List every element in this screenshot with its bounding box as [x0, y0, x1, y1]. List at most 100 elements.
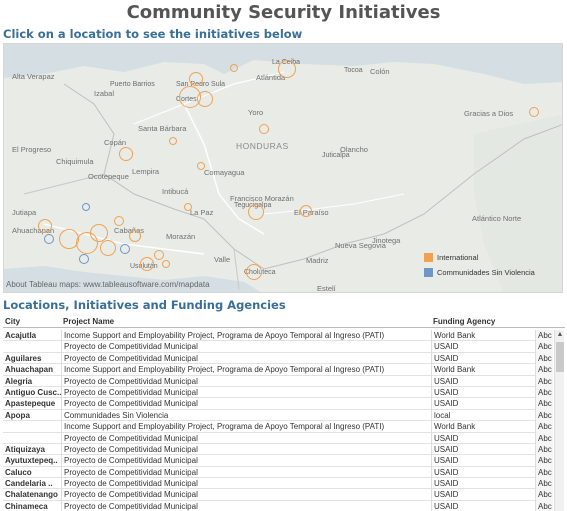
city-cell: Caluco: [5, 467, 32, 477]
legend-item-international[interactable]: International: [424, 253, 535, 262]
map-label: Ahuachapan: [12, 226, 55, 235]
abc-cell: Abc: [535, 421, 553, 433]
map-marker[interactable]: [38, 219, 52, 233]
project-name-cell: Proyecto de Competitividad Municipal: [61, 375, 433, 387]
abc-cell: Abc: [535, 364, 553, 376]
map-marker[interactable]: [90, 224, 108, 242]
project-name-cell: Proyecto de Competitividad Municipal: [61, 341, 433, 353]
city-cell: Antiguo Cusc..: [5, 387, 62, 397]
map-marker[interactable]: [300, 205, 312, 217]
map-label: Jutiapa: [12, 208, 37, 217]
city-cell: Acajutla: [5, 331, 37, 340]
map-label: Yoro: [248, 108, 264, 117]
map-label: El Progreso: [12, 145, 52, 154]
map-background: [4, 44, 562, 292]
map-label: Alta Verapaz: [12, 72, 55, 81]
project-name-cell: Income Support and Employability Project…: [61, 364, 433, 376]
map-marker[interactable]: [184, 203, 192, 211]
project-name-cell: Proyecto de Competitividad Municipal: [61, 489, 433, 501]
map-marker[interactable]: [162, 260, 170, 268]
table-row[interactable]: Candelaria .. Proyecto de Competitividad …: [3, 478, 553, 490]
map-label: Colón: [370, 67, 390, 76]
table-row[interactable]: Aguilares Proyecto de Competitividad Muni…: [3, 352, 553, 365]
map-marker[interactable]: [246, 264, 262, 280]
map-marker[interactable]: [100, 240, 116, 256]
map-marker[interactable]: [189, 72, 203, 86]
table-row[interactable]: Proyecto de Competitividad Municipal USAI…: [3, 341, 553, 353]
abc-cell: Abc: [535, 500, 553, 511]
map-label: Copán: [104, 138, 127, 147]
map-marker[interactable]: [197, 162, 205, 170]
table-row[interactable]: Atiquizaya Proyecto de Competitividad Mun…: [3, 443, 553, 456]
project-name-cell: Proyecto de Competitividad Municipal: [61, 466, 433, 479]
header-city[interactable]: City: [5, 317, 21, 326]
map-marker[interactable]: [259, 124, 269, 134]
funding-agency-cell: USAID: [431, 489, 535, 501]
table-row[interactable]: Proyecto de Competitividad Municipal USAI…: [3, 432, 553, 444]
funding-agency-cell: USAID: [431, 443, 535, 456]
legend-item-communidades[interactable]: Communidades Sin Violencia: [424, 268, 535, 277]
table-row[interactable]: Ayutuxtepeq.. Proyecto de Competitividad …: [3, 455, 553, 467]
table-body: Acajutla Income Support and Employability…: [3, 330, 553, 511]
table-row[interactable]: Acajutla Income Support and Employability…: [3, 330, 553, 342]
abc-cell: Abc: [535, 330, 553, 342]
map-marker[interactable]: [79, 254, 89, 264]
map-marker[interactable]: [119, 147, 133, 161]
map-panel[interactable]: Alta Verapaz Izabal Puerto Barrios San P…: [3, 43, 563, 293]
scroll-up-icon[interactable]: ▲: [556, 331, 564, 338]
map-marker[interactable]: [82, 203, 90, 211]
scroll-thumb[interactable]: [556, 342, 564, 372]
city-cell: Chinameca: [5, 501, 48, 511]
map-marker[interactable]: [230, 64, 238, 72]
map-marker[interactable]: [76, 232, 98, 254]
abc-cell: Abc: [535, 432, 553, 444]
map-marker[interactable]: [197, 91, 213, 107]
table-row[interactable]: Apastepeque Proyecto de Competitividad Mu…: [3, 398, 553, 410]
city-cell: Chalatenango: [5, 490, 58, 500]
map-marker[interactable]: [44, 234, 54, 244]
abc-cell: Abc: [535, 455, 553, 467]
funding-agency-cell: World Bank: [431, 330, 535, 342]
table-row[interactable]: Income Support and Employability Project…: [3, 421, 553, 433]
funding-agency-cell: USAID: [431, 432, 535, 444]
header-project-name[interactable]: Project Name: [63, 317, 115, 326]
abc-cell: Abc: [535, 443, 553, 456]
funding-agency-cell: USAID: [431, 375, 535, 387]
legend-label: Communidades Sin Violencia: [437, 268, 535, 277]
map-marker[interactable]: [248, 204, 264, 220]
table-row[interactable]: Alegria Proyecto de Competitividad Munici…: [3, 375, 553, 387]
map-marker[interactable]: [114, 216, 124, 226]
map-marker[interactable]: [120, 244, 130, 254]
city-cell: Aguilares: [5, 353, 42, 363]
map-label: Comayagua: [204, 168, 245, 177]
funding-agency-cell: World Bank: [431, 364, 535, 376]
funding-agency-cell: USAID: [431, 455, 535, 467]
city-cell: Alegria: [5, 376, 33, 386]
map-marker[interactable]: [129, 230, 141, 242]
abc-cell: Abc: [535, 489, 553, 501]
map-label: Madriz: [306, 256, 329, 265]
table-row[interactable]: Chinameca Proyecto de Competitividad Muni…: [3, 500, 553, 511]
table-scrollbar[interactable]: ▲: [554, 330, 564, 511]
map-marker[interactable]: [140, 257, 154, 271]
table-row[interactable]: Apopa Communidades Sin Violencia local Abc: [3, 409, 553, 422]
map-label: Cabañas: [114, 226, 145, 235]
map-marker[interactable]: [154, 250, 164, 260]
table-row[interactable]: Antiguo Cusc.. Proyecto de Competitividad…: [3, 386, 553, 399]
funding-agency-cell: USAID: [431, 466, 535, 479]
abc-cell: Abc: [535, 341, 553, 353]
table-row[interactable]: Caluco Proyecto de Competitividad Municip…: [3, 466, 553, 479]
map-label: La Paz: [190, 208, 214, 217]
map-marker[interactable]: [169, 137, 177, 145]
table-row[interactable]: Ahuachapan Income Support and Employabili…: [3, 364, 553, 376]
map-label: Chiquimula: [56, 157, 94, 166]
table-row[interactable]: Chalatenango Proyecto de Competitividad M…: [3, 489, 553, 501]
abc-cell: Abc: [535, 478, 553, 490]
project-name-cell: Proyecto de Competitividad Municipal: [61, 398, 433, 410]
initiatives-table: City Project Name Funding Agency Acajutl…: [3, 316, 565, 511]
map-attribution[interactable]: About Tableau maps: www.tableausoftware.…: [6, 280, 210, 289]
map-marker[interactable]: [278, 60, 296, 78]
map-marker[interactable]: [529, 107, 539, 117]
header-funding-agency[interactable]: Funding Agency: [433, 317, 496, 326]
abc-cell: Abc: [535, 466, 553, 479]
